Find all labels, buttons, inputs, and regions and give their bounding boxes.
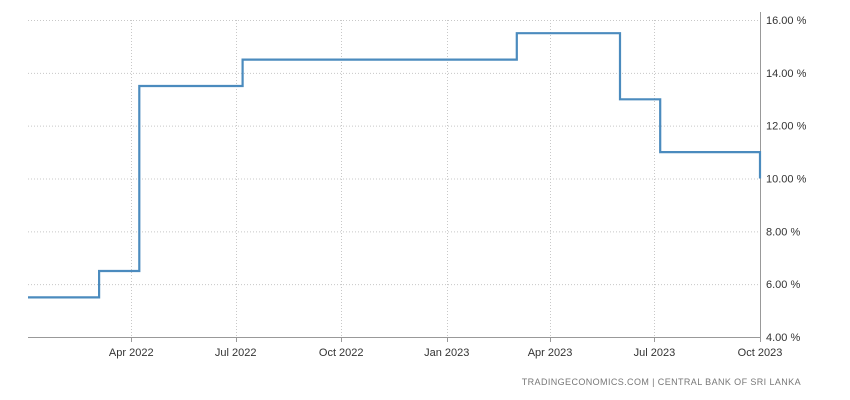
y-tick-label: 12.00 % bbox=[766, 121, 807, 133]
y-tick-label: 16.00 % bbox=[766, 15, 807, 27]
y-tick-label: 10.00 % bbox=[766, 174, 807, 186]
y-axis-labels: 16.00 % 14.00 % 12.00 % 10.00 % 8.00 % 6.00 %… bbox=[766, 15, 807, 344]
y-tick-label: 6.00 % bbox=[766, 279, 800, 291]
x-tick-label: Oct 2023 bbox=[738, 347, 783, 359]
x-tick-label: Apr 2022 bbox=[109, 347, 154, 359]
y-tick-label: 8.00 % bbox=[766, 226, 800, 238]
x-tick-label: Jan 2023 bbox=[424, 347, 469, 359]
x-tick-label: Jul 2022 bbox=[215, 347, 257, 359]
source-attribution: TRADINGECONOMICS.COM | CENTRAL BANK OF S… bbox=[521, 377, 801, 387]
y-tick-label: 14.00 % bbox=[766, 68, 807, 80]
x-tick-label: Apr 2023 bbox=[528, 347, 573, 359]
x-tick-label: Oct 2022 bbox=[319, 347, 364, 359]
y-tick-label: 4.00 % bbox=[766, 332, 800, 344]
grid-lines bbox=[28, 20, 761, 338]
policy-rate-line bbox=[28, 32, 762, 299]
x-axis-labels: Apr 2022 Jul 2022 Oct 2022 Jan 2023 Apr 2023… bbox=[109, 347, 782, 359]
series-layer bbox=[27, 32, 762, 299]
axis-lines bbox=[28, 12, 761, 342]
x-tick-label: Jul 2023 bbox=[634, 347, 676, 359]
